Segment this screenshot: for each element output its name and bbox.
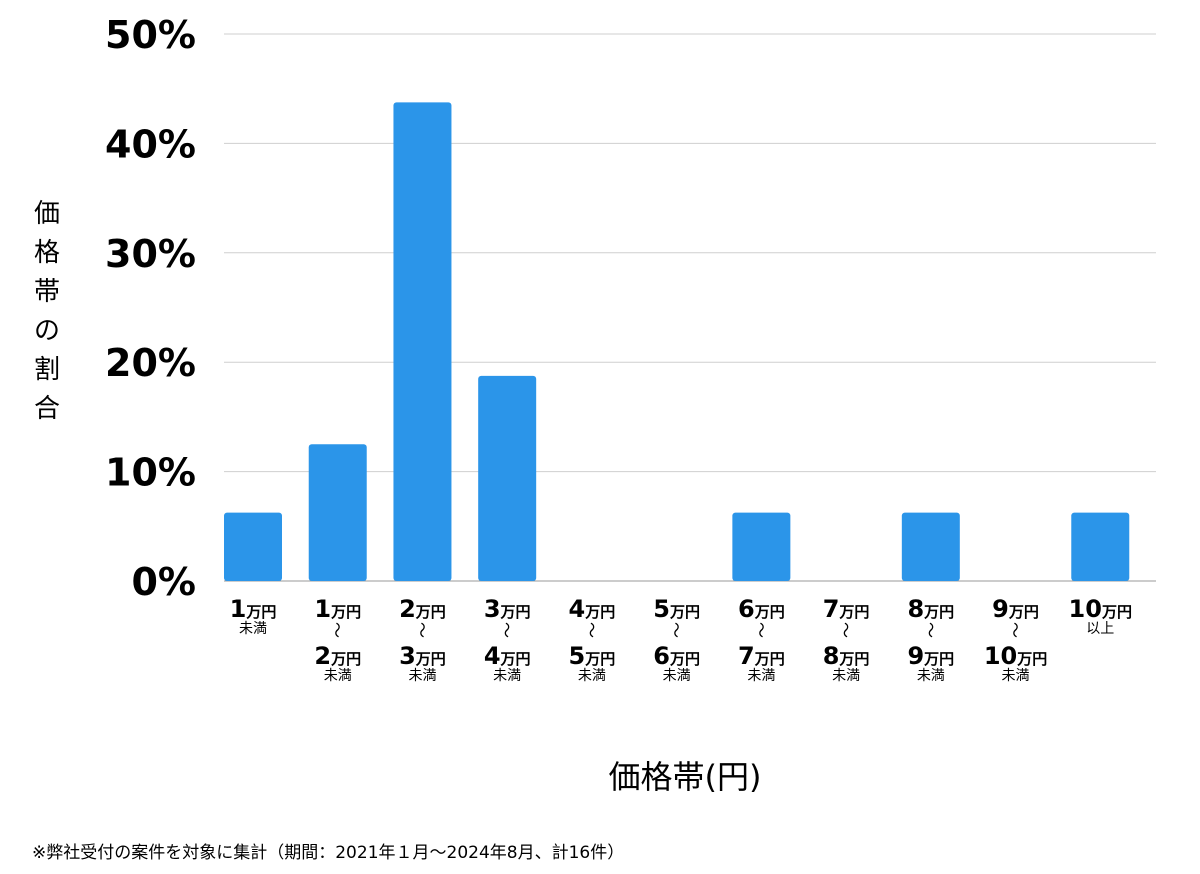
bar-11 [1071,512,1130,581]
svg-text:2万円: 2万円 [314,642,361,670]
svg-text:未満: 未満 [324,668,352,684]
svg-text:5万円: 5万円 [653,595,700,623]
y-tick-label-10: 10% [105,451,196,495]
bar-4 [478,375,537,581]
y-tick-label-30: 30% [105,232,196,276]
y-axis-ticks: 0% 10% 20% 30% 40% 50% [105,13,196,604]
svg-text:10万円: 10万円 [984,642,1047,670]
y-tick-label-50: 50% [105,13,196,57]
svg-text:6万円: 6万円 [653,642,700,670]
bar-2 [308,444,367,581]
svg-text:8万円: 8万円 [907,595,954,623]
svg-text:6万円: 6万円 [738,595,785,623]
svg-text:2万円: 2万円 [399,595,446,623]
svg-text:9万円: 9万円 [907,642,954,670]
svg-text:7万円: 7万円 [738,642,785,670]
svg-text:3万円: 3万円 [484,595,531,623]
y-axis-label: 価格帯の割合 [33,199,60,424]
svg-text:1万円: 1万円 [314,595,361,623]
svg-text:未満: 未満 [578,668,606,684]
svg-text:以上: 以上 [1086,621,1114,637]
svg-text:9万円: 9万円 [992,595,1039,623]
svg-text:〜: 〜 [667,622,686,638]
svg-text:未満: 未満 [917,668,945,684]
svg-text:未満: 未満 [747,668,775,684]
svg-text:未満: 未満 [408,668,436,684]
svg-text:〜: 〜 [412,622,431,638]
svg-text:3万円: 3万円 [399,642,446,670]
svg-text:〜: 〜 [836,622,855,638]
svg-text:未満: 未満 [1002,668,1030,684]
bars [224,102,1130,581]
y-tick-label-20: 20% [105,341,196,385]
svg-text:〜: 〜 [921,622,940,638]
svg-text:4万円: 4万円 [569,595,616,623]
bar-7 [732,512,791,581]
svg-text:〜: 〜 [582,622,601,638]
svg-text:4万円: 4万円 [484,642,531,670]
bar-1 [224,512,282,581]
bar-9 [901,512,960,581]
svg-text:8万円: 8万円 [823,642,870,670]
x-axis-ticks: 1万円未満1万円〜2万円未満2万円〜3万円未満3万円〜4万円未満4万円〜5万円未… [230,595,1132,684]
y-tick-label-40: 40% [105,122,196,166]
bar-3 [393,102,452,581]
y-tick-label-0: 0% [131,560,196,604]
svg-text:〜: 〜 [497,622,516,638]
svg-text:未満: 未満 [832,668,860,684]
svg-text:7万円: 7万円 [823,595,870,623]
svg-text:5万円: 5万円 [569,642,616,670]
x-axis-label: 価格帯(円) [608,758,762,796]
svg-text:1万円: 1万円 [230,595,277,623]
svg-text:〜: 〜 [751,622,770,638]
svg-text:〜: 〜 [1006,622,1025,638]
svg-text:〜: 〜 [328,622,347,638]
gridlines [224,33,1156,582]
svg-text:10万円: 10万円 [1069,595,1132,623]
svg-text:未満: 未満 [663,668,691,684]
svg-text:未満: 未満 [239,621,267,637]
svg-text:未満: 未満 [493,668,521,684]
footnote: ※弊社受付の案件を対象に集計（期間：2021年１月〜2024年8月、計16件） [32,843,625,863]
